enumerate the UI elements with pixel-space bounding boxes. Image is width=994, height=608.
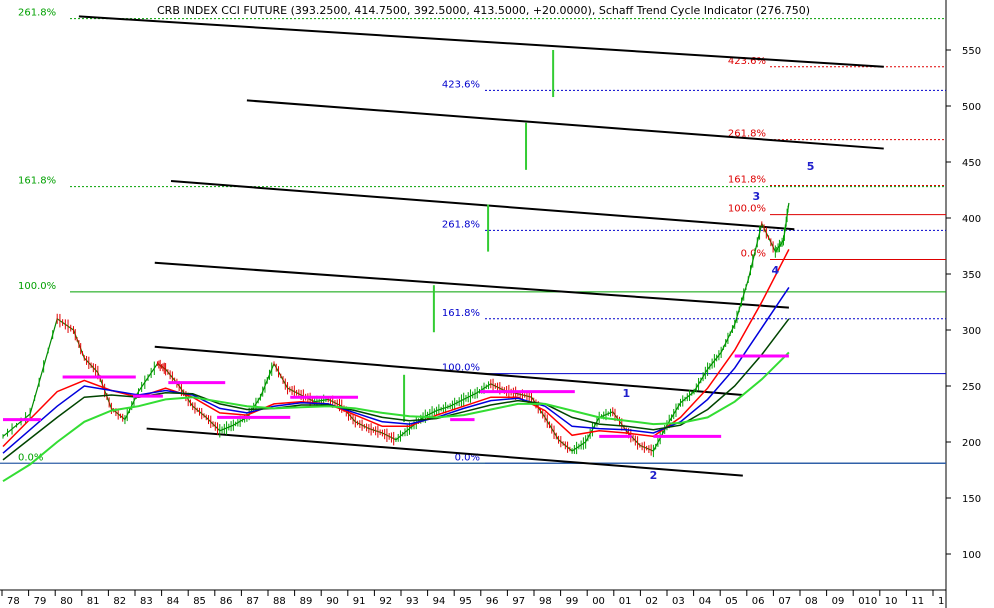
x-tick-label: 06 — [752, 596, 765, 607]
wave-label: 1 — [622, 387, 630, 400]
x-tick-label: 82 — [113, 596, 126, 607]
fib-label: 0.0% — [455, 452, 480, 463]
fib-label: 100.0% — [18, 281, 56, 292]
x-tick-label: 10 — [885, 596, 898, 607]
x-tick-label: 79 — [34, 596, 47, 607]
y-tick-label: 450 — [962, 158, 981, 169]
fib-label: 161.8% — [18, 176, 56, 187]
x-tick-label: 11 — [911, 596, 924, 607]
x-tick-label: 97 — [512, 596, 525, 607]
x-tick-label: 88 — [273, 596, 286, 607]
y-tick-label: 150 — [962, 494, 981, 505]
fib-label: 261.8% — [728, 129, 766, 140]
y-tick-label: 500 — [962, 102, 981, 113]
y-tick-label: 350 — [962, 270, 981, 281]
x-tick-label: 98 — [539, 596, 552, 607]
wave-label: 4 — [772, 264, 780, 277]
channel-line — [154, 261, 789, 309]
x-tick-label: 010 — [858, 596, 877, 607]
fib-label: 0.0% — [18, 452, 43, 463]
fib-label: 423.6% — [728, 56, 766, 67]
channel-line — [78, 15, 884, 68]
x-tick-label: 90 — [326, 596, 339, 607]
y-tick-label: 100 — [962, 550, 981, 561]
y-tick-label: 200 — [962, 438, 981, 449]
fib-label: 261.8% — [18, 8, 56, 19]
x-tick-label: 09 — [832, 596, 845, 607]
y-tick-label: 300 — [962, 326, 981, 337]
x-tick-label: 02 — [645, 596, 658, 607]
x-tick-label: 05 — [725, 596, 738, 607]
x-tick-label: 80 — [60, 596, 73, 607]
fib-label: 0.0% — [741, 248, 766, 259]
y-tick-label: 250 — [962, 382, 981, 393]
x-tick-label: 91 — [353, 596, 366, 607]
x-tick-label: 95 — [459, 596, 472, 607]
x-tick-label: 93 — [406, 596, 419, 607]
x-tick-label: 99 — [566, 596, 579, 607]
x-tick-label: 87 — [246, 596, 259, 607]
channel-line — [246, 99, 884, 150]
x-tick-label: 1 — [938, 596, 944, 607]
x-tick-label: 78 — [7, 596, 20, 607]
x-tick-label: 03 — [672, 596, 685, 607]
channel-line — [146, 427, 743, 477]
x-tick-label: 84 — [167, 596, 180, 607]
x-tick-label: 92 — [379, 596, 392, 607]
y-tick-label: 550 — [962, 46, 981, 57]
x-tick-label: 04 — [699, 596, 712, 607]
x-tick-label: 01 — [619, 596, 632, 607]
moving-average-line — [2, 318, 790, 461]
chart-title: CRB INDEX CCI FUTURE (393.2500, 414.7500… — [157, 4, 810, 17]
channel-line — [154, 345, 743, 396]
y-tick-label: 400 — [962, 214, 981, 225]
fib-label: 100.0% — [728, 204, 766, 215]
x-tick-label: 83 — [140, 596, 153, 607]
fib-label: 161.8% — [728, 175, 766, 186]
wave-label: 2 — [650, 469, 658, 482]
x-tick-label: 86 — [220, 596, 233, 607]
wave-label: 3 — [753, 190, 761, 203]
x-tick-label: 89 — [300, 596, 313, 607]
x-tick-label: 08 — [805, 596, 818, 607]
moving-average-line — [2, 286, 790, 454]
x-tick-label: 81 — [87, 596, 100, 607]
fib-label: 261.8% — [442, 219, 480, 230]
fib-label: 100.0% — [442, 363, 480, 374]
x-tick-label: 85 — [193, 596, 206, 607]
fib-label: 161.8% — [442, 308, 480, 319]
x-tick-label: 94 — [433, 596, 446, 607]
channel-line — [170, 180, 795, 231]
moving-average-line — [2, 351, 790, 483]
fib-label: 423.6% — [442, 79, 480, 90]
x-tick-label: 07 — [778, 596, 791, 607]
wave-label: 5 — [807, 160, 815, 173]
x-tick-label: 96 — [486, 596, 499, 607]
x-tick-label: 00 — [592, 596, 605, 607]
